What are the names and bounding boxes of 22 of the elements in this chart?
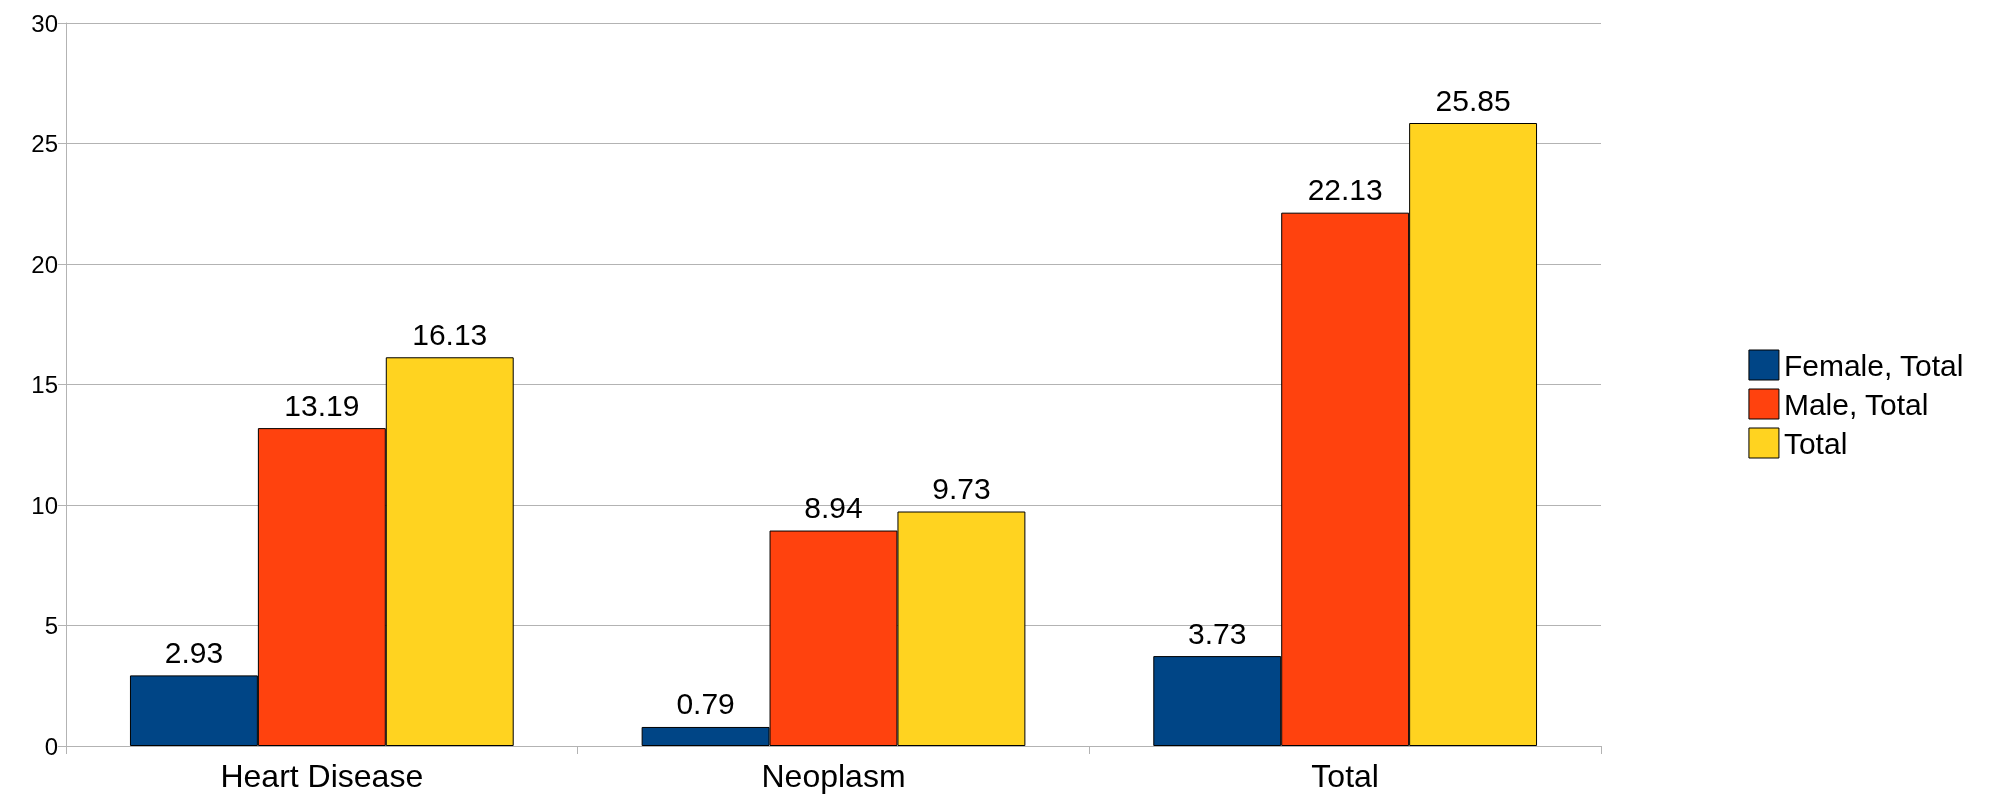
data-label: 0.79 — [676, 687, 735, 721]
data-label: 22.13 — [1307, 173, 1383, 207]
data-label: 16.13 — [412, 317, 488, 351]
y-tick-label: 30 — [31, 9, 58, 37]
data-label: 8.94 — [804, 491, 863, 525]
data-label: 2.93 — [164, 635, 224, 669]
legend-label: Female, Total — [1783, 348, 1964, 382]
x-tick-label: Total — [1311, 758, 1379, 794]
data-label: 3.73 — [1188, 616, 1247, 650]
y-tick-label: 20 — [31, 250, 58, 278]
data-label: 13.19 — [284, 388, 360, 422]
y-tick-label: 10 — [31, 491, 58, 519]
x-tick-label: Neoplasm — [761, 758, 906, 794]
y-tick-label: 15 — [31, 371, 58, 398]
legend-label: Male, Total — [1783, 387, 1929, 421]
y-tick-label: 0 — [44, 732, 58, 760]
data-label: 9.73 — [932, 472, 991, 506]
y-tick-label: 25 — [31, 130, 58, 157]
data-label: 25.85 — [1435, 83, 1511, 117]
legend-label: Total — [1783, 426, 1848, 460]
x-tick-label: Heart Disease — [220, 758, 424, 794]
y-tick-label: 5 — [44, 612, 58, 639]
